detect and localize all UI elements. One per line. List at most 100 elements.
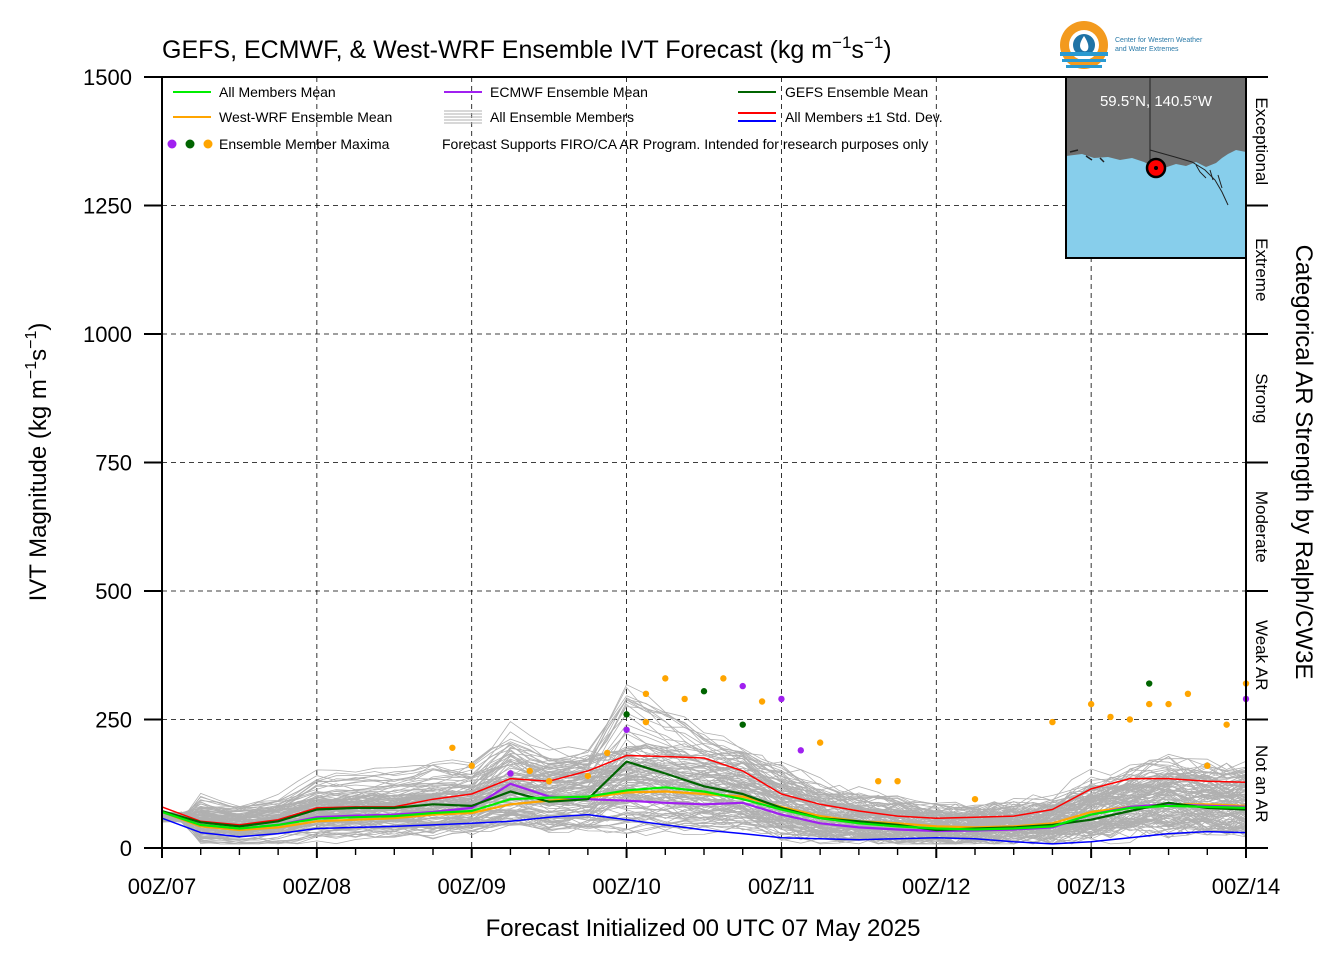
ensemble-member-line — [161, 797, 1247, 845]
ensemble-member-line — [161, 731, 1247, 832]
ar-category-label: Strong — [1252, 373, 1271, 423]
member-maximum-point — [545, 777, 553, 785]
cw3e-logo: Center for Western Weather and Water Ext… — [1060, 21, 1203, 69]
legend-label-wwrf-mean: West-WRF Ensemble Mean — [219, 109, 392, 125]
y-axis-title: IVT Magnitude (kg m−1s−1) — [23, 323, 52, 602]
ensemble-member-line — [161, 793, 1247, 840]
inset-map: 59.5°N, 140.5°W — [1065, 76, 1247, 259]
member-maximum-point — [739, 721, 746, 728]
member-maximum-point — [604, 749, 611, 757]
grid-lines — [162, 77, 1246, 848]
logo-line2: and Water Extremes — [1115, 46, 1179, 53]
member-maximum-point — [526, 767, 533, 775]
y-axis: 0 250 500 750 1000 1250 1500 — [83, 65, 162, 861]
ensemble-member-line — [161, 765, 1247, 829]
ensemble-member-line — [161, 816, 1247, 845]
member-maximum-point — [468, 762, 475, 769]
y-tick-label: 250 — [95, 708, 132, 733]
member-maximum-point — [1087, 700, 1095, 708]
y-tick-label: 500 — [95, 579, 132, 604]
member-maximum-point — [449, 744, 456, 751]
y-tick-label: 1250 — [83, 194, 132, 219]
member-maximum-point — [623, 711, 630, 718]
member-maximum-point — [739, 682, 746, 690]
ensemble-member-line — [161, 807, 1247, 844]
series-line-west-wrf-ensemble-mean — [161, 790, 1247, 832]
ensemble-member-line — [161, 686, 1247, 823]
x-axis: 00Z/07 00Z/08 00Z/09 00Z/10 00Z/11 00Z/12 00Z/… — [128, 848, 1281, 899]
y-tick-label: 750 — [95, 451, 132, 476]
member-maximum-point — [1165, 700, 1172, 708]
legend-swatch-all-members — [444, 110, 482, 124]
member-maximum-point — [758, 698, 766, 705]
legend: All Members Mean ECMWF Ensemble Mean GEF… — [167, 84, 943, 152]
legend-label-ecmwf-mean: ECMWF Ensemble Mean — [490, 84, 648, 100]
member-maximum-point — [623, 726, 630, 733]
member-maximum-point — [720, 675, 727, 682]
member-maximum-point — [507, 770, 514, 777]
ar-category-axis: Not an AR Weak AR Moderate Strong Extreme Exc… — [1246, 76, 1271, 849]
member-maximum-point — [1223, 721, 1230, 728]
member-maximum-point — [1146, 700, 1153, 708]
ensemble-member-line — [161, 751, 1247, 823]
legend-label-maxima: Ensemble Member Maxima — [219, 136, 390, 152]
right-axis-title: Categorical AR Strength by Ralph/CW3E — [1290, 245, 1317, 680]
chart-title: GEFS, ECMWF, & West-WRF Ensemble IVT For… — [162, 33, 892, 64]
series-line-all-members-1-std-dev- — [161, 754, 1247, 826]
ensemble-member-line — [161, 703, 1247, 824]
ensemble-member-line — [161, 743, 1247, 822]
member-maximum-point — [1049, 718, 1056, 726]
x-tick-label: 00Z/14 — [1212, 874, 1281, 899]
series-lines — [161, 754, 1247, 845]
ensemble-member-line — [161, 810, 1247, 845]
member-maximum-point — [1126, 716, 1134, 723]
x-tick-label: 00Z/13 — [1057, 874, 1126, 899]
inset-location-label: 59.5°N, 140.5°W — [1100, 93, 1213, 110]
x-tick-label: 00Z/09 — [437, 874, 506, 899]
ar-category-label: Moderate — [1252, 491, 1271, 563]
legend-label-std-dev: All Members ±1 Std. Dev. — [785, 109, 943, 125]
member-maximum-point — [1107, 713, 1114, 721]
ar-category-label: Weak AR — [1252, 620, 1271, 691]
member-maximum-point — [1146, 680, 1153, 687]
member-maximum-point — [1204, 762, 1211, 769]
member-maximum-point — [642, 690, 650, 697]
x-tick-label: 00Z/08 — [283, 874, 352, 899]
research-note: Forecast Supports FIRO/CA AR Program. In… — [442, 136, 928, 152]
ensemble-member-line — [161, 755, 1247, 826]
x-tick-label: 00Z/12 — [902, 874, 971, 899]
ensemble-member-line — [161, 747, 1246, 824]
x-tick-label: 00Z/11 — [748, 874, 815, 899]
member-maximum-point — [584, 772, 592, 780]
ensemble-member-line — [161, 761, 1247, 828]
member-maximum-point — [662, 675, 669, 682]
logo-drop-icon — [1080, 36, 1089, 52]
member-maximum-point — [894, 777, 901, 785]
series-line-all-members-mean — [161, 786, 1247, 831]
member-maximum-point — [642, 718, 650, 726]
member-maximum-point — [875, 777, 882, 785]
x-axis-title: Forecast Initialized 00 UTC 07 May 2025 — [486, 915, 921, 942]
legend-label-all-mean: All Members Mean — [219, 84, 336, 100]
series-line-all-members-1-std-dev- — [161, 813, 1247, 845]
ensemble-member-line — [161, 796, 1247, 841]
y-tick-label: 0 — [120, 836, 132, 861]
member-maximum-point — [681, 695, 688, 703]
member-maximum-point — [778, 695, 785, 703]
logo-line1: Center for Western Weather — [1115, 37, 1203, 44]
member-maximum-point — [971, 795, 979, 803]
legend-swatch-std-dev — [738, 112, 776, 122]
member-maximum-point — [700, 688, 708, 695]
legend-label-all-members: All Ensemble Members — [490, 109, 634, 125]
member-maximum-point — [1184, 690, 1192, 697]
ar-category-label: Extreme — [1252, 238, 1271, 301]
ensemble-member-line — [161, 778, 1247, 838]
ar-category-label: Not an AR — [1252, 745, 1271, 823]
legend-swatch-maxima — [167, 139, 213, 149]
y-tick-label: 1000 — [83, 322, 132, 347]
inset-land — [1066, 77, 1246, 168]
member-maximum-point — [797, 747, 804, 754]
ensemble-member-line — [161, 812, 1247, 845]
ar-category-label: Exceptional — [1252, 97, 1271, 185]
